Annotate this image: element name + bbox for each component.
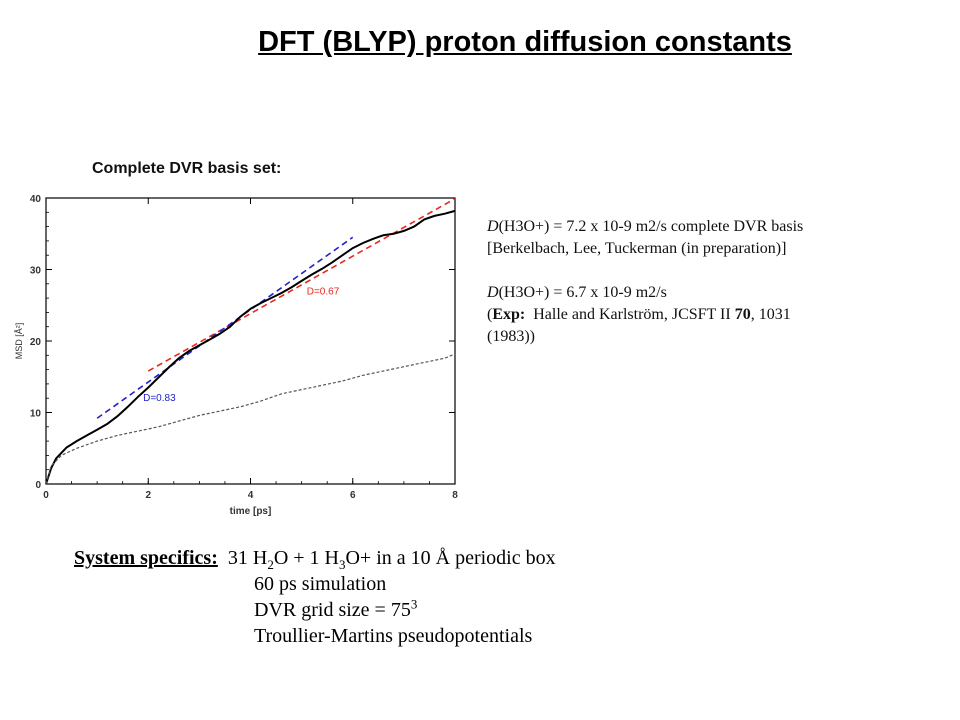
fit-line-0 xyxy=(147,198,456,372)
x-tick-label-3: 6 xyxy=(350,490,356,501)
note-line-3: D(H3O+) = 6.7 x 10-9 m2/s xyxy=(487,282,927,304)
specs-line-3-b: 3 xyxy=(410,596,418,612)
note-line-3-text: (H3O+) = 6.7 x 10-9 m2/s xyxy=(498,284,667,301)
specs-line-1-e: O+ in a 10 Å periodic box xyxy=(345,547,556,569)
note-line-4-open: ( xyxy=(487,306,493,323)
x-tick-label-2: 4 xyxy=(248,490,254,501)
specs-label: System specifics: xyxy=(74,547,218,569)
note-line-4-vol: 70 xyxy=(734,306,751,323)
specs-row-1: System specifics: 31 H2O + 1 H3O+ in a 1… xyxy=(74,545,556,571)
fit-line-1 xyxy=(96,236,354,419)
x-tick-label-4: 8 xyxy=(452,490,458,501)
fit-label-0: D=0.67 xyxy=(307,287,340,298)
specs-line-1-b: 2 xyxy=(267,557,274,572)
specs-line-2: 60 ps simulation xyxy=(254,573,387,595)
x-axis-label: time [ps] xyxy=(230,506,272,517)
specs-line-4: Troullier-Martins pseudopotentials xyxy=(254,625,533,647)
series-line-1 xyxy=(45,353,456,485)
y-tick-label-1: 10 xyxy=(30,409,42,420)
x-tick-label-0: 0 xyxy=(43,490,49,501)
note-line-2: [Berkelbach, Lee, Tuckerman (in preparat… xyxy=(487,240,787,257)
note-line-4-rest: Halle and Karlström, JCSFT II xyxy=(525,306,735,323)
specs-line-1-c: O + 1 H xyxy=(273,547,339,569)
note-line-4: (Exp: Halle and Karlström, JCSFT II 70, … xyxy=(487,304,927,326)
fit-label-1: D=0.83 xyxy=(143,393,176,404)
x-tick-label-1: 2 xyxy=(145,490,151,501)
y-tick-label-2: 20 xyxy=(30,337,42,348)
specs-line-1: 31 H2O + 1 H3O+ in a 10 Å periodic box xyxy=(227,547,556,572)
series-line-0 xyxy=(45,209,456,485)
diffusion-notes: D(H3O+) = 7.2 x 10-9 m2/s complete DVR b… xyxy=(487,216,927,348)
note-line-1: D(H3O+) = 7.2 x 10-9 m2/s complete DVR b… xyxy=(487,216,927,238)
y-tick-label-0: 0 xyxy=(35,480,41,491)
note-line-1-text: (H3O+) = 7.2 x 10-9 m2/s complete DVR ba… xyxy=(498,218,804,235)
note-line-4-tail: , 1031 xyxy=(750,306,791,323)
system-specifics: System specifics: 31 H2O + 1 H3O+ in a 1… xyxy=(74,545,556,649)
msd-chart: 0 2 4 6 8 0 10 20 30 40 time [ps] MSD [Å²] D=0.67 D=0… xyxy=(14,194,458,517)
y-tick-label-4: 40 xyxy=(30,194,42,205)
specs-line-1-d: 3 xyxy=(338,557,346,572)
page-title: DFT (BLYP) proton diffusion constants xyxy=(258,26,792,58)
note-line-5: (1983)) xyxy=(487,328,535,345)
note-line-3-symbol: D xyxy=(487,284,499,301)
y-axis-label: MSD [Å²] xyxy=(14,323,24,360)
specs-line-1-a: 31 H xyxy=(227,547,268,569)
y-tick-label-3: 30 xyxy=(30,266,42,277)
note-line-4-exp: Exp: xyxy=(492,306,526,323)
note-line-1-symbol: D xyxy=(487,218,499,235)
specs-line-3-a: DVR grid size = 75 xyxy=(254,599,411,621)
specs-line-3: DVR grid size = 753 xyxy=(74,597,556,623)
chart-subtitle: Complete DVR basis set: xyxy=(92,160,282,177)
plot-frame xyxy=(45,197,456,485)
